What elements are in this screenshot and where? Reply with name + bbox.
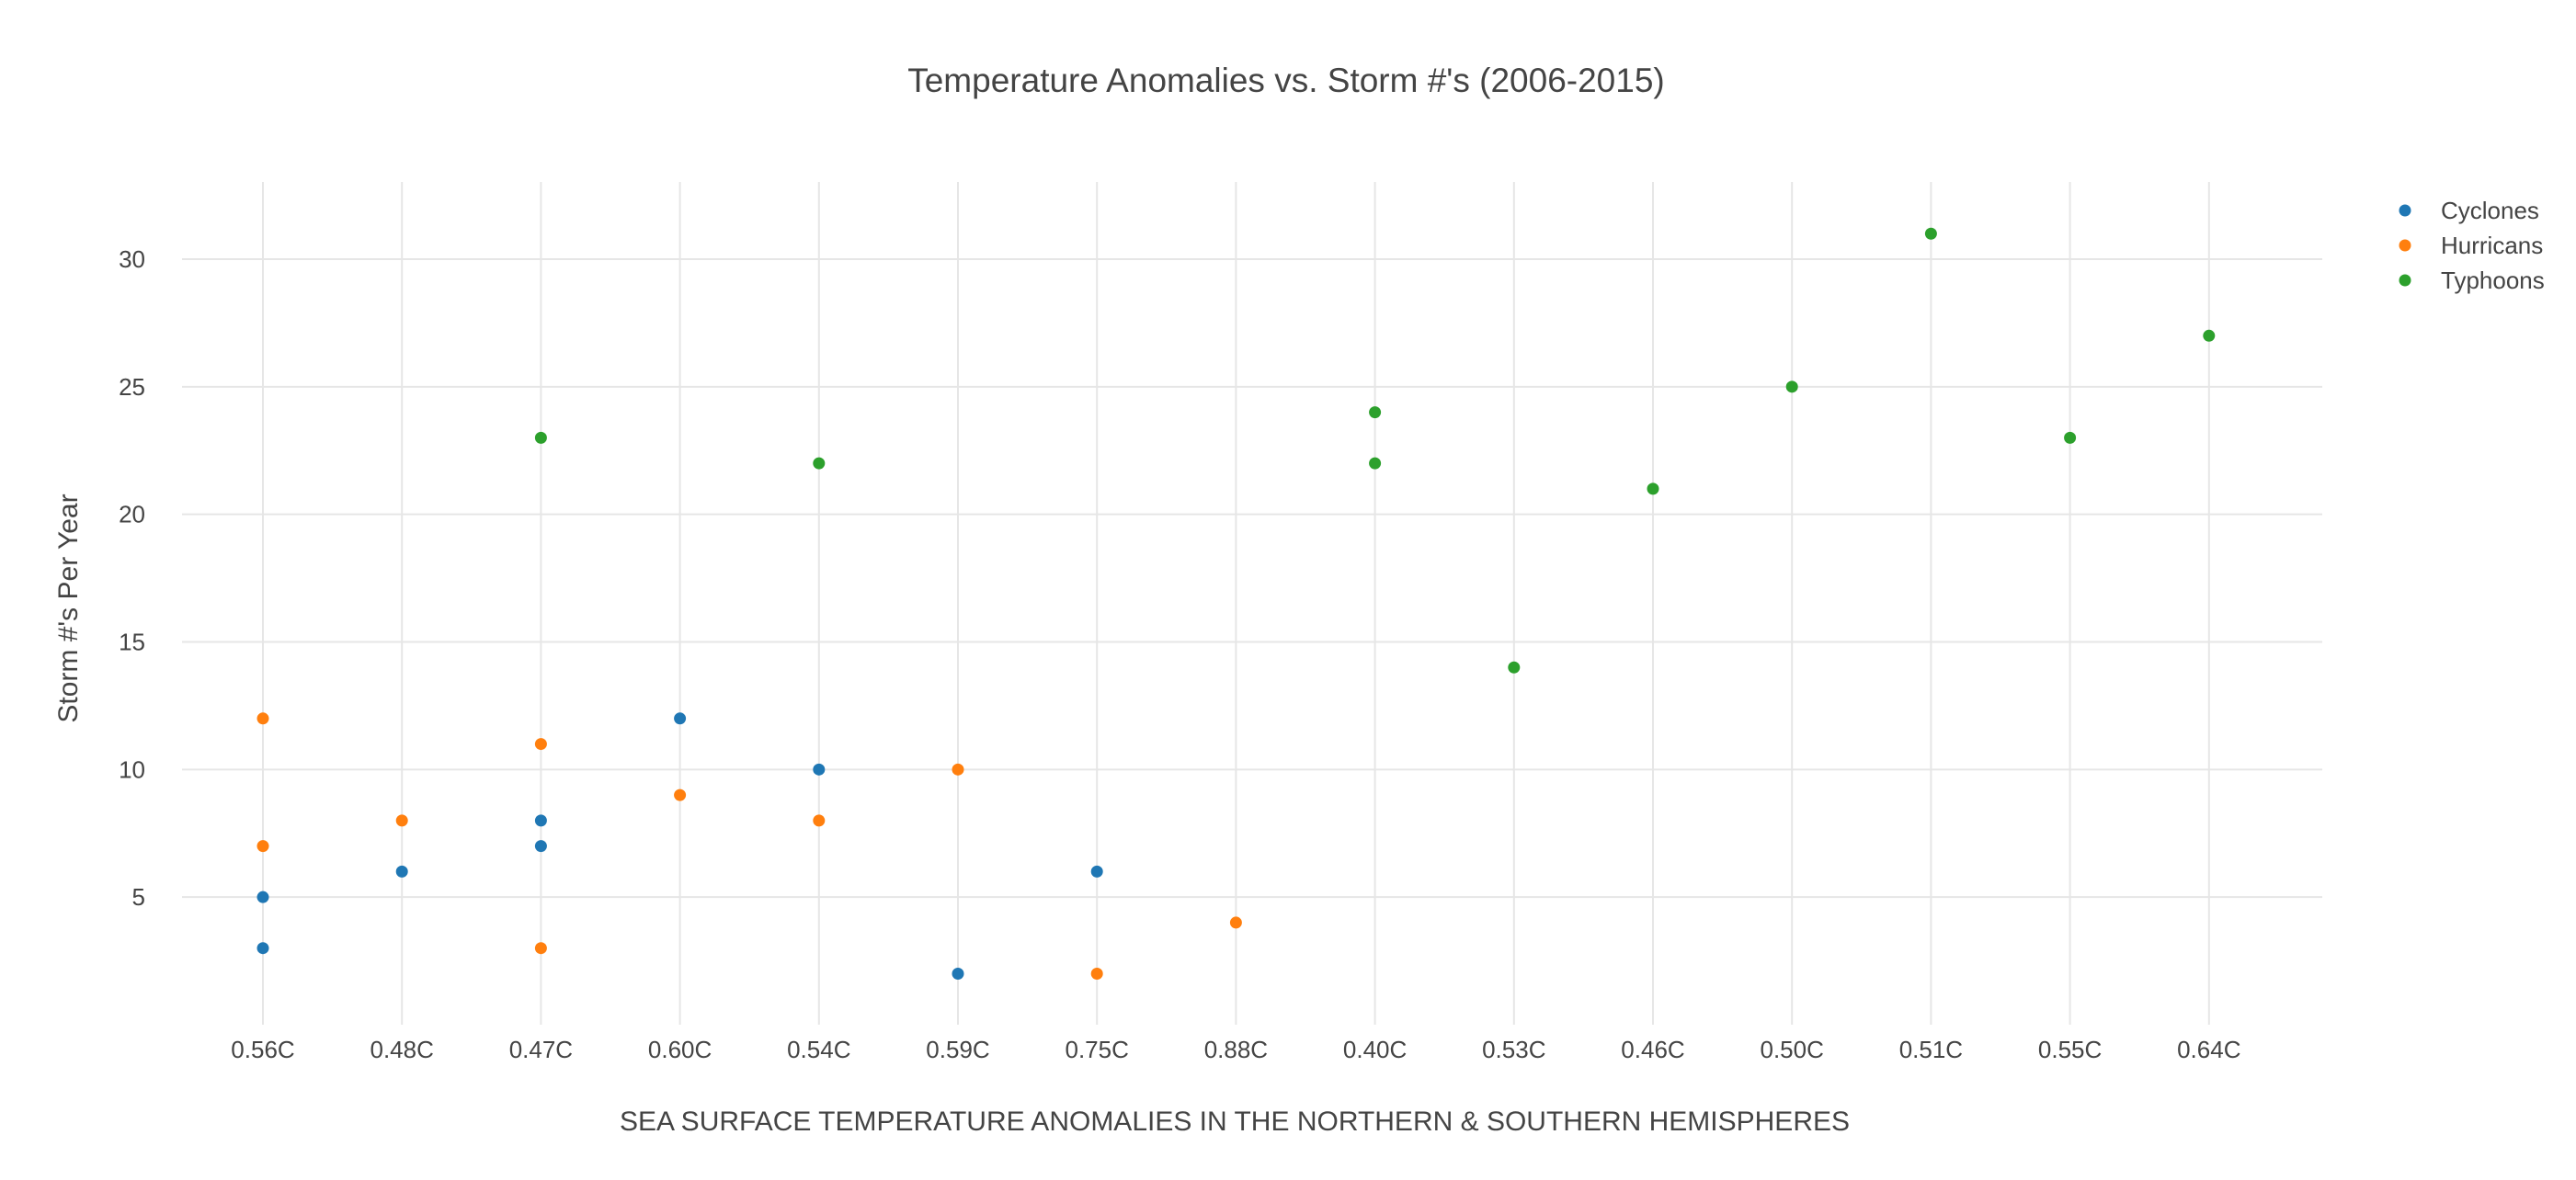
legend[interactable]: Cyclones Hurricans Typhoons bbox=[2399, 197, 2545, 294]
x-tick-label: 0.64C bbox=[2177, 1036, 2240, 1063]
hurricans-point[interactable] bbox=[813, 814, 826, 827]
cyclones-point[interactable] bbox=[1090, 865, 1103, 878]
y-tick-label: 30 bbox=[119, 245, 145, 273]
x-tick-label: 0.47C bbox=[509, 1036, 573, 1063]
x-tick-label: 0.59C bbox=[926, 1036, 989, 1063]
typhoons-point[interactable] bbox=[1369, 406, 1382, 419]
x-axis-title: SEA SURFACE TEMPERATURE ANOMALIES IN THE… bbox=[620, 1106, 1850, 1137]
x-tick-label: 0.51C bbox=[1899, 1036, 1963, 1063]
hurricans-point[interactable] bbox=[256, 840, 269, 853]
x-tick-label: 0.88C bbox=[1204, 1036, 1268, 1063]
typhoons-point[interactable] bbox=[2064, 431, 2077, 444]
typhoons-point[interactable] bbox=[2203, 329, 2216, 342]
x-tick-label: 0.60C bbox=[648, 1036, 712, 1063]
x-tick-label: 0.50C bbox=[1761, 1036, 1824, 1063]
cyclones-point[interactable] bbox=[534, 840, 547, 853]
legend-label: Cyclones bbox=[2441, 197, 2539, 224]
y-tick-label: 5 bbox=[132, 883, 145, 911]
y-tick-label: 20 bbox=[119, 501, 145, 528]
hurricans-point[interactable] bbox=[952, 763, 964, 776]
hurricans-point[interactable] bbox=[1229, 916, 1242, 929]
x-tick-label: 0.46C bbox=[1621, 1036, 1684, 1063]
hurricans-point[interactable] bbox=[674, 789, 687, 801]
hurricans-point[interactable] bbox=[534, 738, 547, 751]
legend-marker bbox=[2399, 274, 2411, 287]
legend-label: Hurricans bbox=[2441, 232, 2543, 259]
cyclones-point[interactable] bbox=[256, 942, 269, 955]
typhoons-point[interactable] bbox=[1369, 457, 1382, 470]
typhoons-point[interactable] bbox=[813, 457, 826, 470]
cyclones-point[interactable] bbox=[534, 814, 547, 827]
y-tick-label: 15 bbox=[119, 629, 145, 656]
y-tick-label: 10 bbox=[119, 755, 145, 783]
data-points bbox=[256, 227, 2216, 980]
legend-item-cyclones[interactable]: Cyclones bbox=[2399, 197, 2539, 224]
typhoons-point[interactable] bbox=[1508, 661, 1521, 674]
axis-ticks: 0.56C 0.48C 0.47C 0.60C 0.54C 0.59C 0.75C 0.88C… bbox=[119, 245, 2240, 1063]
typhoons-point[interactable] bbox=[1647, 482, 1659, 495]
x-tick-label: 0.53C bbox=[1482, 1036, 1545, 1063]
typhoons-point[interactable] bbox=[1785, 380, 1798, 393]
chart-title: Temperature Anomalies vs. Storm #'s (200… bbox=[907, 62, 1665, 99]
legend-label: Typhoons bbox=[2441, 267, 2545, 294]
cyclones-point[interactable] bbox=[395, 865, 408, 878]
cyclones-point[interactable] bbox=[674, 712, 687, 725]
legend-item-typhoons[interactable]: Typhoons bbox=[2399, 267, 2545, 294]
cyclones-point[interactable] bbox=[813, 763, 826, 776]
x-tick-label: 0.56C bbox=[231, 1036, 294, 1063]
x-tick-label: 0.40C bbox=[1343, 1036, 1407, 1063]
hurricans-point[interactable] bbox=[395, 814, 408, 827]
cyclones-point[interactable] bbox=[256, 891, 269, 903]
typhoons-point[interactable] bbox=[534, 431, 547, 444]
y-axis-title: Storm #'s Per Year bbox=[53, 494, 84, 722]
legend-marker bbox=[2399, 239, 2411, 252]
gridlines bbox=[182, 182, 2322, 1025]
y-tick-label: 25 bbox=[119, 373, 145, 401]
x-tick-label: 0.54C bbox=[787, 1036, 850, 1063]
x-tick-label: 0.55C bbox=[2038, 1036, 2102, 1063]
hurricans-point[interactable] bbox=[1090, 967, 1103, 980]
cyclones-point[interactable] bbox=[952, 967, 964, 980]
x-tick-label: 0.48C bbox=[370, 1036, 434, 1063]
hurricans-point[interactable] bbox=[256, 712, 269, 725]
x-tick-label: 0.75C bbox=[1066, 1036, 1129, 1063]
hurricans-point[interactable] bbox=[534, 942, 547, 955]
legend-marker bbox=[2399, 204, 2411, 217]
typhoons-point[interactable] bbox=[1924, 227, 1937, 240]
legend-item-hurricans[interactable]: Hurricans bbox=[2399, 232, 2544, 259]
